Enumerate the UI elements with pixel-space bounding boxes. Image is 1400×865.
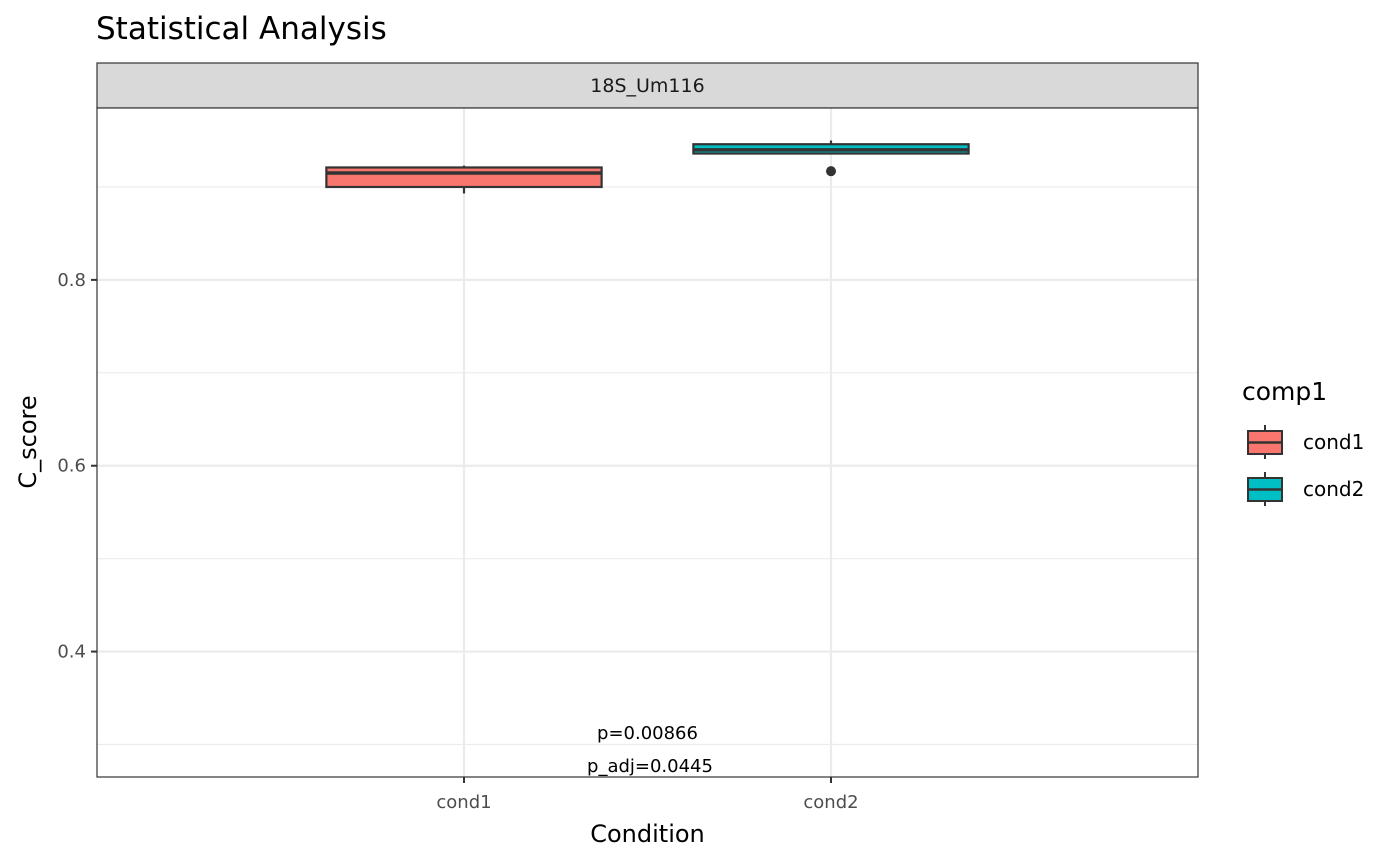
legend-title: comp1 [1242, 377, 1327, 406]
box-body [325, 166, 603, 189]
p-adj-annotation: p_adj=0.0445 [587, 756, 713, 777]
y-tick-label: 0.6 [57, 456, 86, 477]
y-tick-label: 0.8 [57, 270, 86, 291]
p-value-annotation: p=0.00866 [597, 723, 698, 744]
chart-title: Statistical Analysis [96, 11, 387, 47]
boxes-layer [325, 140, 970, 194]
facet-strip-label: 18S_Um116 [590, 75, 704, 97]
x-tick-label: cond2 [803, 792, 858, 813]
legend-item-cond1: cond1 [1247, 425, 1364, 459]
facet-strip [96, 62, 1199, 109]
grid-lines [97, 108, 1198, 777]
y-axis-ticks: 0.4 0.6 0.8 [57, 270, 97, 663]
x-axis-ticks: cond1 cond2 [436, 777, 859, 813]
legend-label: cond2 [1303, 477, 1364, 501]
box-outlier-point [826, 166, 836, 177]
y-axis-title: C_score [14, 395, 42, 488]
legend-label: cond1 [1303, 430, 1364, 454]
plot-panel-border [96, 107, 1199, 778]
legend-item-cond2: cond2 [1247, 472, 1364, 506]
box-cond2 [692, 140, 970, 177]
box-cond1 [325, 165, 603, 194]
plot-panel [97, 108, 1198, 777]
x-tick-label: cond1 [436, 792, 491, 813]
x-axis-title: Condition [590, 820, 705, 848]
y-tick-label: 0.4 [57, 642, 86, 663]
legend: cond1 cond2 [1247, 425, 1364, 506]
